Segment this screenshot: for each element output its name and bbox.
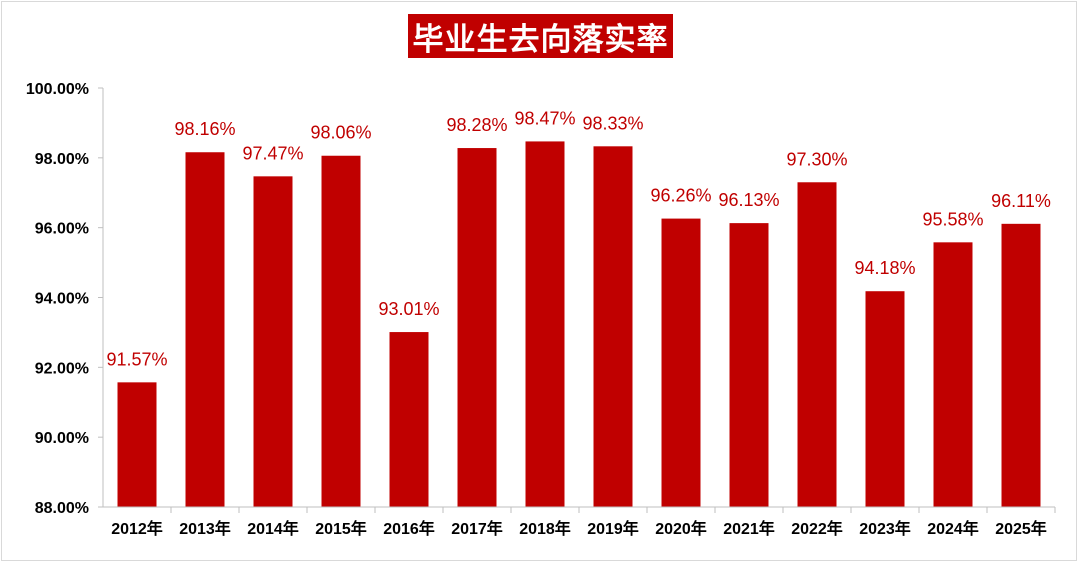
x-tick-label: 2024年 [927, 519, 979, 538]
data-label: 97.30% [786, 149, 847, 169]
bar [321, 155, 361, 507]
x-tick-label: 2016年 [383, 519, 435, 538]
x-tick-label: 2013年 [179, 519, 231, 538]
y-axis: 88.00% 90.00% 92.00% 94.00% 96.00% 98.00% 100.… [26, 81, 104, 517]
bar [253, 176, 293, 507]
x-tick-label: 2014年 [247, 519, 299, 538]
bar [525, 141, 565, 508]
data-label: 98.33% [582, 113, 643, 133]
x-tick-label: 2021年 [723, 519, 775, 538]
data-labels: 91.57% 98.16% 97.47% 98.06% 93.01% 98.28% 98.4… [106, 108, 1050, 369]
y-tick-label: 100.00% [26, 81, 89, 98]
y-tick-label: 90.00% [35, 430, 89, 447]
x-tick-label: 2019年 [587, 519, 639, 538]
x-tick-label: 2025年 [995, 519, 1047, 538]
data-label: 96.26% [650, 186, 711, 206]
data-label: 98.47% [514, 108, 575, 128]
y-tick-label: 94.00% [35, 291, 89, 308]
bar [729, 223, 769, 507]
x-tick-label: 2012年 [111, 519, 163, 538]
data-label: 97.47% [242, 143, 303, 163]
bar [797, 182, 837, 507]
bar [933, 242, 973, 507]
data-label: 94.18% [854, 258, 915, 278]
chart-title: 毕业生去向落实率 [408, 14, 673, 58]
x-tick-label: 2020年 [655, 519, 707, 538]
x-tick-label: 2023年 [859, 519, 911, 538]
data-label: 98.16% [174, 119, 235, 139]
data-label: 98.28% [446, 115, 507, 135]
y-tick-label: 88.00% [35, 500, 89, 517]
data-label: 95.58% [922, 209, 983, 229]
bar [457, 148, 497, 507]
x-tick-label: 2018年 [519, 519, 571, 538]
x-axis: 2012年 2013年 2014年 2015年 2016年 2017年 2018年 2019年… [103, 506, 1056, 538]
data-label: 98.06% [310, 123, 371, 143]
bar [185, 152, 225, 507]
y-tick-label: 98.00% [35, 151, 89, 168]
data-label: 96.11% [991, 191, 1051, 211]
x-tick-label: 2022年 [791, 519, 843, 538]
y-tick-label: 96.00% [35, 221, 89, 238]
y-tick-label: 92.00% [35, 360, 89, 377]
data-label: 93.01% [378, 299, 439, 319]
bar [593, 146, 633, 507]
data-label: 91.57% [106, 349, 167, 369]
bars [117, 141, 1041, 508]
bar [661, 218, 701, 508]
bar [117, 382, 157, 507]
data-label: 96.13% [718, 190, 779, 210]
bar [389, 332, 429, 507]
bar [1001, 223, 1041, 507]
x-tick-label: 2015年 [315, 519, 367, 538]
bar [865, 291, 905, 507]
x-tick-label: 2017年 [451, 519, 503, 538]
